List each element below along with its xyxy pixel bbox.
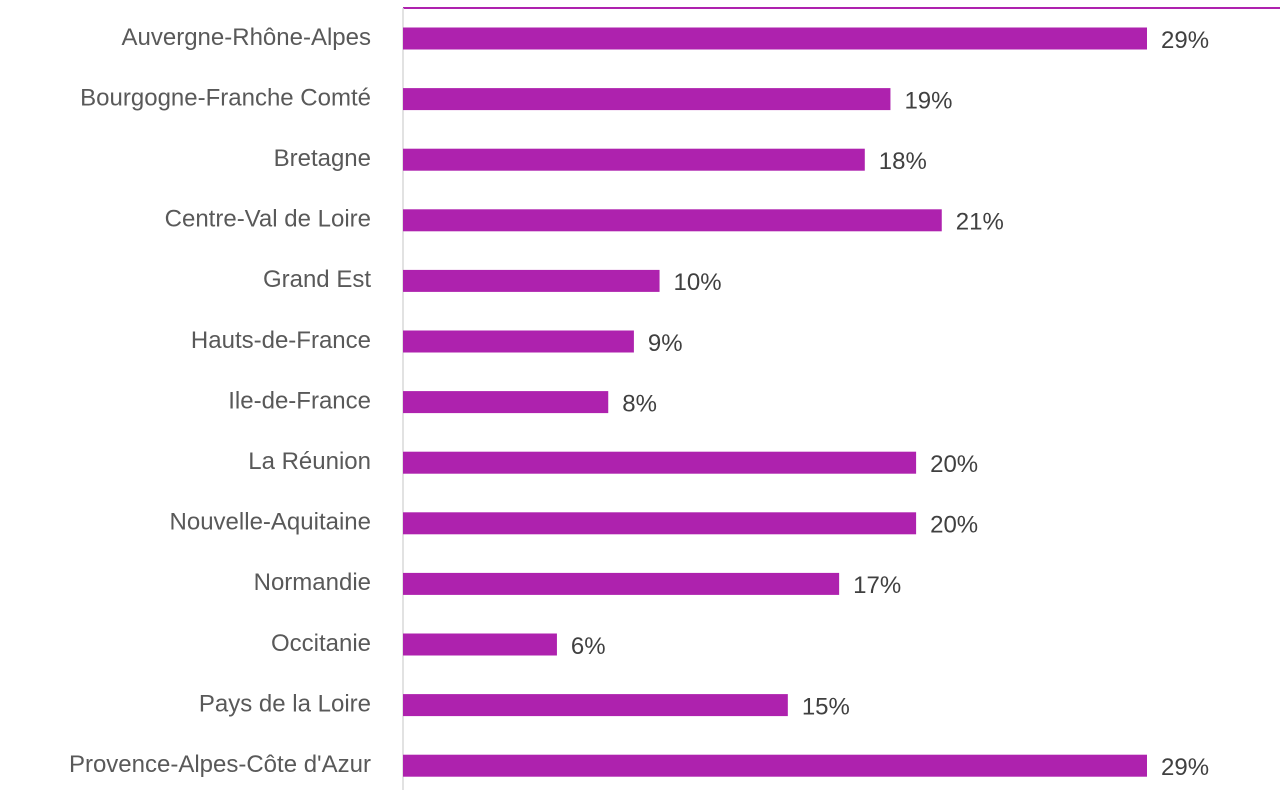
category-label: Centre-Val de Loire [165, 206, 371, 233]
value-label: 6% [571, 633, 606, 660]
bar [403, 209, 942, 232]
bar [403, 633, 557, 656]
bar [403, 512, 917, 535]
category-label: Bretagne [274, 145, 371, 172]
bar [403, 330, 634, 353]
category-label: Ile-de-France [228, 387, 371, 414]
value-label: 20% [930, 451, 978, 478]
category-label: Grand Est [263, 266, 371, 293]
category-label: Auvergne-Rhône-Alpes [122, 24, 371, 51]
bar [403, 694, 788, 717]
value-label: 29% [1161, 27, 1209, 54]
value-label: 18% [879, 148, 927, 175]
category-label: Occitanie [271, 630, 371, 657]
value-label: 20% [930, 512, 978, 539]
value-label: 17% [853, 572, 901, 599]
bar [403, 572, 840, 595]
bar [403, 391, 609, 414]
value-label: 8% [622, 390, 657, 417]
category-label: Provence-Alpes-Côte d'Azur [69, 751, 371, 778]
category-label: Bourgogne-Franche Comté [80, 84, 371, 111]
bar [403, 88, 891, 111]
value-label: 29% [1161, 754, 1209, 781]
category-label: Pays de la Loire [199, 690, 371, 717]
category-label: La Réunion [248, 448, 371, 475]
category-label: Hauts-de-France [191, 327, 371, 354]
bar [403, 269, 660, 292]
value-label: 21% [956, 209, 1004, 236]
value-label: 15% [802, 693, 850, 720]
bar [403, 754, 1147, 777]
category-label: Nouvelle-Aquitaine [170, 509, 371, 536]
value-label: 19% [904, 87, 952, 114]
value-label: 10% [674, 269, 722, 296]
bar [403, 27, 1147, 50]
bar [403, 451, 917, 474]
value-label: 9% [648, 330, 683, 357]
category-label: Normandie [254, 569, 371, 596]
bar [403, 148, 865, 171]
